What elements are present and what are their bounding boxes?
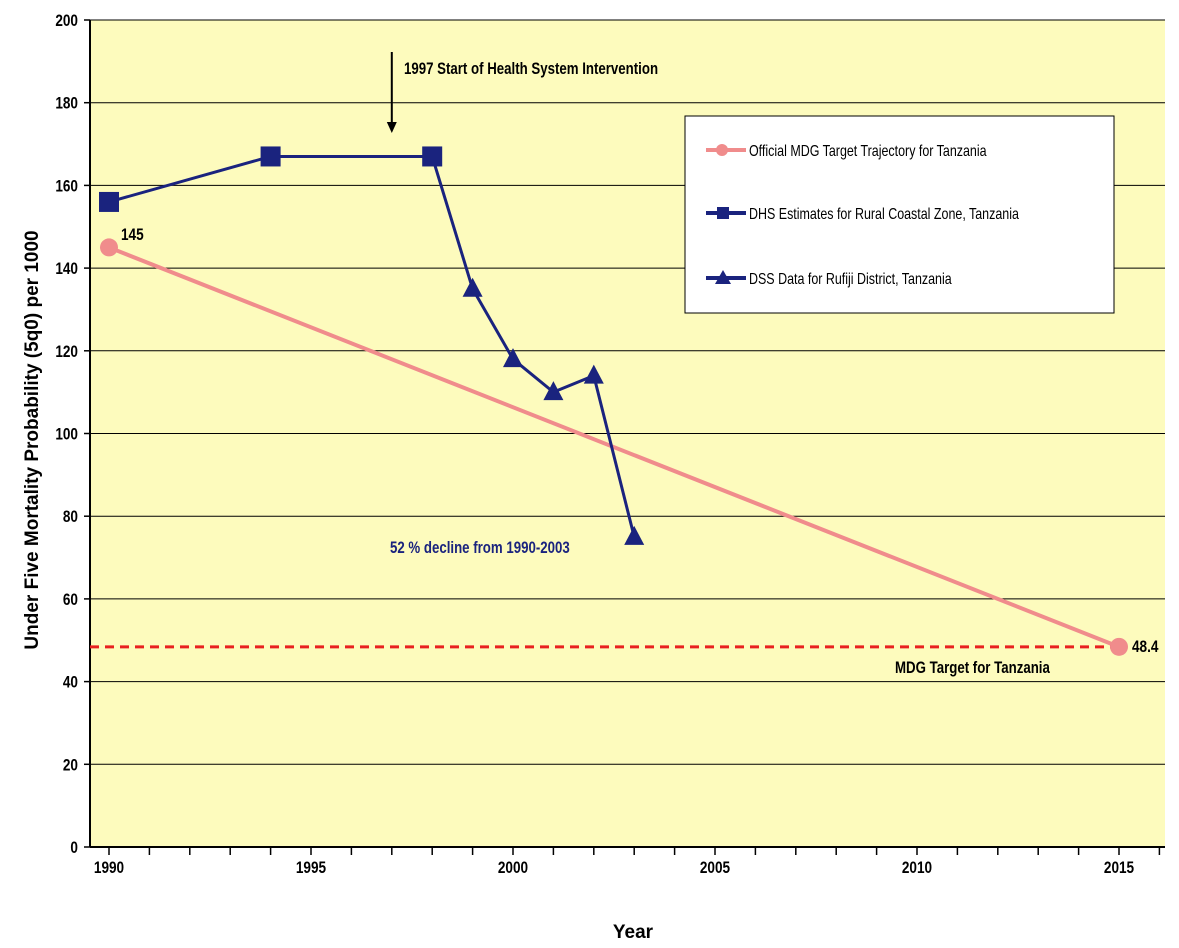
- y-tick-label: 160: [55, 177, 78, 196]
- decline-annotation: 52 % decline from 1990-2003: [390, 539, 570, 558]
- y-tick-label: 40: [63, 673, 78, 692]
- x-tick-label: 2015: [1104, 859, 1135, 878]
- y-tick-label: 100: [55, 425, 78, 444]
- legend-item-dss: DSS Data for Rufiji District, Tanzania: [706, 270, 952, 288]
- mdg-data-point: [100, 238, 118, 257]
- end-value-label: 48.4: [1132, 638, 1159, 657]
- start-value-label: 145: [121, 226, 144, 245]
- intervention-annotation: 1997 Start of Health System Intervention: [404, 60, 658, 79]
- legend-item-dhs: DHS Estimates for Rural Coastal Zone, Ta…: [706, 206, 1019, 224]
- legend: Official MDG Target Trajectory for Tanza…: [684, 115, 1115, 314]
- legend-circle-marker: [716, 144, 728, 156]
- y-axis-title: Under Five Mortality Probability (5q0) p…: [22, 230, 43, 649]
- dss-data-line: [430, 156, 636, 538]
- y-tick-label: 60: [63, 591, 78, 610]
- legend-box: [684, 115, 1115, 314]
- y-tick-label: 140: [55, 260, 78, 279]
- x-tick-label: 2010: [902, 859, 932, 878]
- dss-data-point: [624, 525, 645, 545]
- legend-label-dss: DSS Data for Rufiji District, Tanzania: [749, 271, 952, 289]
- dhs-data-point: [99, 191, 119, 212]
- legend-triangle-marker: [715, 270, 731, 284]
- legend-label-dhs: DHS Estimates for Rural Coastal Zone, Ta…: [749, 206, 1019, 224]
- dhs-data-point: [422, 146, 443, 167]
- dss-data-point: [583, 364, 604, 384]
- y-tick-label: 180: [55, 94, 78, 113]
- legend-label-mdg: Official MDG Target Trajectory for Tanza…: [749, 143, 987, 161]
- y-tick-label: 20: [63, 756, 78, 775]
- dhs-data-point: [260, 146, 281, 167]
- x-axis-title: Year: [613, 922, 654, 943]
- x-tick-label: 2005: [700, 859, 731, 878]
- legend-square-marker: [717, 207, 729, 219]
- mdg-trajectory-line: [108, 245, 1120, 649]
- dss-data-point: [462, 277, 483, 297]
- mdg-data-point: [1110, 637, 1128, 656]
- intervention-arrow-head: [386, 122, 397, 133]
- x-tick-label: 1995: [296, 859, 327, 878]
- y-tick-label: 80: [63, 508, 78, 527]
- y-tick-label: 200: [55, 12, 78, 31]
- y-tick-label: 0: [70, 839, 78, 858]
- legend-item-mdg: Official MDG Target Trajectory for Tanza…: [706, 143, 987, 161]
- x-tick-label: 1990: [94, 859, 124, 878]
- y-tick-label: 120: [55, 342, 78, 361]
- dss-data-point: [543, 381, 564, 401]
- reference-line-label: MDG Target for Tanzania: [895, 659, 1050, 678]
- x-tick-label: 2000: [498, 859, 528, 878]
- dss-data-point: [503, 348, 523, 368]
